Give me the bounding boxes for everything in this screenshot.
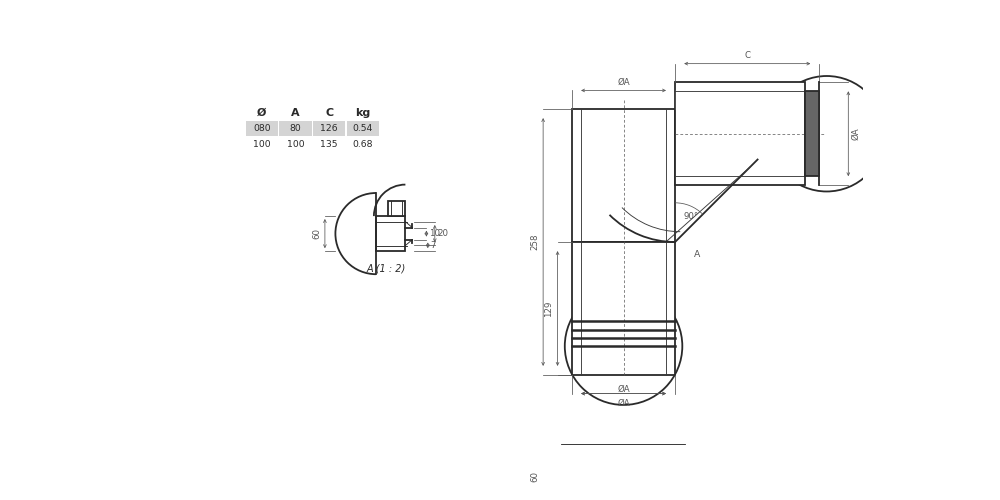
Bar <box>347 121 379 136</box>
Bar <box>313 121 345 136</box>
Text: 60: 60 <box>530 470 539 482</box>
Text: A: A <box>291 108 300 118</box>
Text: 90°: 90° <box>683 212 699 222</box>
Text: kg: kg <box>355 108 370 118</box>
Text: 0.54: 0.54 <box>353 124 373 133</box>
Text: ØA: ØA <box>617 399 630 408</box>
Text: 7: 7 <box>431 241 436 250</box>
Text: 080: 080 <box>253 124 271 133</box>
Text: Ø: Ø <box>257 108 267 118</box>
Text: 20: 20 <box>438 229 449 238</box>
Text: 129: 129 <box>544 300 553 316</box>
Text: 135: 135 <box>320 140 338 149</box>
Text: ØA: ØA <box>851 128 860 140</box>
Bar <box>572 242 675 375</box>
Circle shape <box>769 76 884 192</box>
Circle shape <box>565 288 682 405</box>
Text: 100: 100 <box>287 140 304 149</box>
Text: 100: 100 <box>253 140 271 149</box>
Text: ØA: ØA <box>617 384 630 394</box>
Bar <box>279 121 312 136</box>
Text: C: C <box>325 108 333 118</box>
Text: 0.68: 0.68 <box>352 140 373 149</box>
Text: C: C <box>744 51 750 60</box>
Text: 60: 60 <box>312 228 321 239</box>
Text: 258: 258 <box>530 234 539 250</box>
Text: 80: 80 <box>290 124 301 133</box>
Text: A (1 : 2): A (1 : 2) <box>367 264 406 274</box>
Text: A: A <box>694 250 700 259</box>
Text: ØA: ØA <box>617 78 630 87</box>
Bar <box>376 216 405 251</box>
Bar <box>562 445 685 500</box>
Text: 10: 10 <box>429 229 440 238</box>
Bar <box>572 109 675 242</box>
Bar <box>246 121 278 136</box>
Bar <box>675 82 805 186</box>
Bar <box>805 92 819 176</box>
Bar <box>388 200 405 216</box>
Text: 126: 126 <box>320 124 338 133</box>
